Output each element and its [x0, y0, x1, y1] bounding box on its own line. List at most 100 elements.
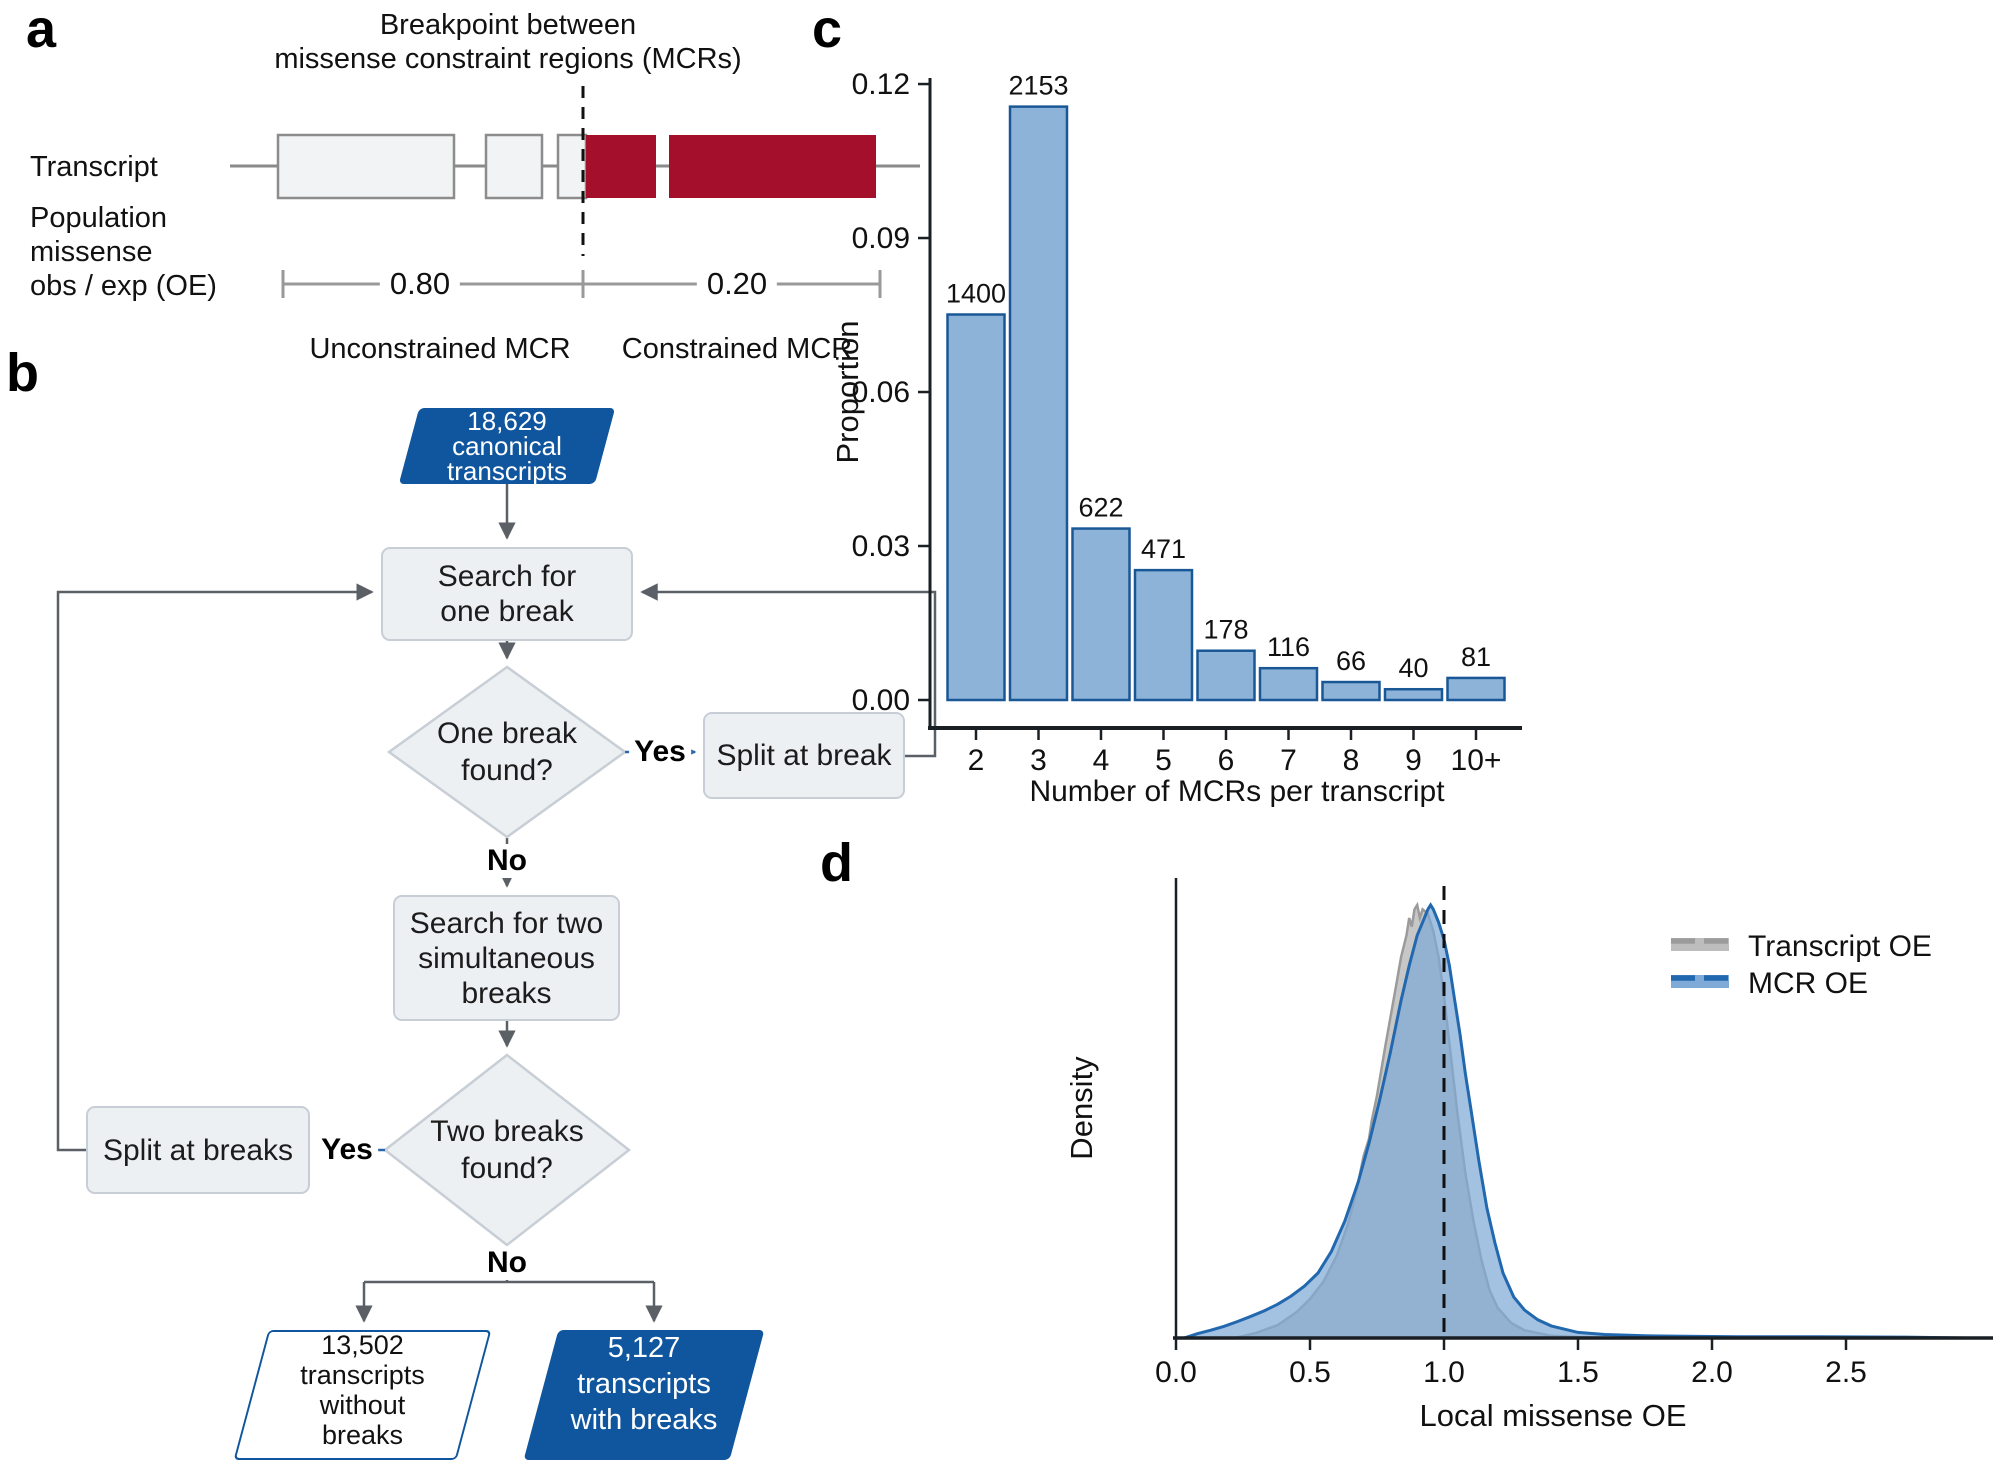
- search-one-break-node: Search for one break: [381, 547, 633, 641]
- decision-one-line1: One break: [436, 717, 578, 750]
- decision-one-line2: found?: [461, 754, 553, 787]
- decision-two-line2: found?: [461, 1152, 553, 1185]
- output-without-breaks-node: 13,502 transcripts without breaks: [233, 1330, 492, 1460]
- split-break-loop: [640, 583, 937, 758]
- bar-2: [946, 313, 1006, 702]
- x-tick-label: 9: [1405, 744, 1422, 777]
- panel-b-label: b: [6, 343, 39, 403]
- density-chart: 0.0 0.5 1.0 1.5 2.0 2.5: [1155, 878, 1993, 1389]
- x-tick-label: 0.0: [1155, 1356, 1197, 1389]
- bar-chart: 0.00 0.03 0.06 0.09 0.12 1400 2 2153 3 622 4 471 5 17…: [852, 68, 1522, 777]
- split-at-break-node: Split at break: [703, 712, 905, 799]
- bar-8: [1321, 680, 1381, 702]
- density-area-mcr-oe: [1184, 905, 1967, 1338]
- out-without-line3: without: [319, 1390, 406, 1420]
- x-tick-label: 0.5: [1289, 1356, 1331, 1389]
- yes-label-1: Yes: [629, 735, 691, 769]
- x-tick-label: 3: [1030, 744, 1047, 777]
- bar-count-label: 2153: [1008, 71, 1068, 101]
- out-without-line1: 13,502: [321, 1330, 404, 1360]
- oe-value-unconstrained: 0.80: [379, 266, 461, 302]
- bar-5: [1133, 568, 1194, 702]
- out-without-line4: breaks: [321, 1420, 404, 1450]
- y-tick-label: 0.00: [852, 684, 910, 717]
- out-with-line3: with breaks: [570, 1404, 718, 1436]
- y-tick-label: 0.09: [852, 222, 910, 255]
- x-tick-label: 6: [1218, 744, 1235, 777]
- constrained-exon: [669, 135, 876, 198]
- population-oe-line2: missense: [30, 236, 153, 268]
- unconstrained-exon: [276, 133, 456, 200]
- x-tick-label: 5: [1155, 744, 1172, 777]
- start-line3: transcripts: [447, 456, 567, 486]
- start-node-canonical-transcripts: 18,629 canonical transcripts: [398, 406, 616, 486]
- x-tick-label: 2.5: [1825, 1356, 1867, 1389]
- panel-a-title-line2: missense constraint regions (MCRs): [274, 43, 742, 75]
- density-chart-xlabel: Local missense OE: [1419, 1398, 1687, 1433]
- bar-6: [1196, 649, 1256, 702]
- no-label-2: No: [482, 1246, 532, 1280]
- oe-value-constrained: 0.20: [696, 266, 778, 302]
- split-exon-constrained-part: [586, 135, 656, 198]
- decision-two-breaks-diamond: [382, 1053, 632, 1247]
- split-breaks-loop: [56, 583, 374, 1152]
- decision-two-line1: Two breaks: [430, 1115, 584, 1148]
- transcript-label: Transcript: [30, 151, 158, 183]
- search-one-line2: one break: [440, 595, 574, 628]
- population-oe-line3: obs / exp (OE): [30, 270, 217, 302]
- split-at-breaks-text: Split at breaks: [102, 1133, 294, 1167]
- out-with-line1: 5,127: [607, 1332, 681, 1364]
- x-tick-label: 8: [1343, 744, 1360, 777]
- bar-count-label: 116: [1267, 632, 1310, 662]
- output-with-breaks-node: 5,127 transcripts with breaks: [523, 1330, 765, 1460]
- bar-count-label: 1400: [946, 279, 1006, 309]
- constrained-mcr-label: Constrained MCR: [621, 333, 853, 365]
- start-line2: canonical: [452, 431, 562, 461]
- bar-9: [1383, 687, 1444, 702]
- y-tick-label: 0.03: [852, 530, 910, 563]
- x-tick-label: 10+: [1451, 744, 1502, 777]
- panel-a-title-line1: Breakpoint between: [379, 9, 637, 41]
- y-tick-label: 0.12: [852, 68, 910, 101]
- decision-one-break-diamond: [386, 665, 628, 839]
- panel-a-label: a: [26, 0, 57, 59]
- panel-c-label: c: [812, 0, 843, 59]
- population-oe-label: Population missense obs / exp (OE): [30, 201, 217, 303]
- bar-count-label: 622: [1078, 493, 1123, 523]
- bar-count-label: 81: [1461, 642, 1491, 672]
- unconstrained-exon: [484, 133, 544, 200]
- population-oe-line1: Population: [30, 202, 168, 234]
- density-chart-ylabel: Density: [1064, 1056, 1099, 1160]
- search-two-breaks-node: Search for two simultaneous breaks: [393, 895, 620, 1021]
- split-at-breaks-node: Split at breaks: [86, 1106, 310, 1194]
- x-tick-label: 1.0: [1423, 1356, 1465, 1389]
- out-without-line2: transcripts: [300, 1360, 425, 1390]
- bar-count-label: 471: [1141, 534, 1186, 564]
- y-tick-label: 0.06: [852, 376, 910, 409]
- bar-chart-xlabel: Number of MCRs per transcript: [1029, 775, 1445, 808]
- density-line-mcr-oe: [1183, 902, 1967, 1340]
- yes-label-2: Yes: [316, 1133, 378, 1167]
- panel-d-label: d: [820, 833, 853, 893]
- x-tick-label: 2: [968, 744, 985, 777]
- no-label-1: No: [482, 844, 532, 878]
- x-tick-label: 4: [1093, 744, 1110, 777]
- out-with-line2: transcripts: [577, 1368, 711, 1400]
- flowchart-decisions: [382, 665, 632, 1247]
- x-tick-label: 2.0: [1691, 1356, 1733, 1389]
- legend-entry-transcript-oe: Transcript OE: [1748, 930, 1932, 963]
- search-two-line3: breaks: [461, 976, 552, 1010]
- bar-4: [1071, 527, 1131, 702]
- start-line1: 18,629: [467, 406, 547, 436]
- x-tick-label: 7: [1280, 744, 1297, 777]
- bar-3: [1008, 105, 1069, 702]
- bar-count-label: 40: [1398, 653, 1428, 683]
- unconstrained-mcr-label: Unconstrained MCR: [309, 333, 571, 365]
- bar-count-label: 178: [1203, 615, 1248, 645]
- decision-two-breaks-text: Two breaks found?: [430, 1113, 583, 1187]
- search-two-line1: Search for two: [409, 906, 604, 940]
- x-tick-label: 1.5: [1557, 1356, 1599, 1389]
- bar-chart-ylabel: Proportion: [830, 320, 865, 464]
